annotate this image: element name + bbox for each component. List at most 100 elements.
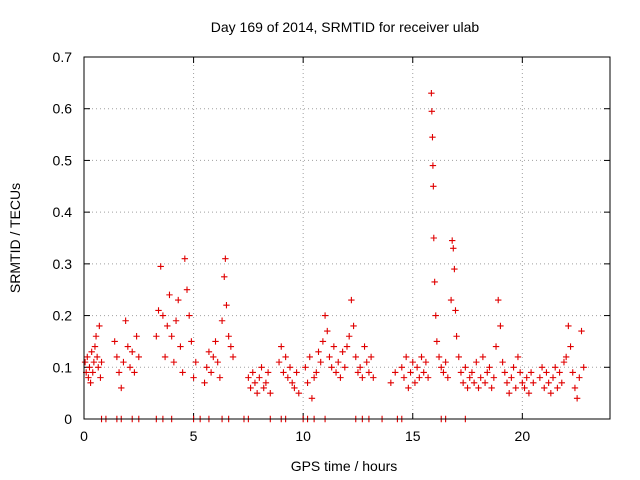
- data-point: [407, 369, 414, 376]
- data-point: [356, 364, 364, 371]
- data-point: [96, 322, 103, 330]
- data-point: [175, 296, 182, 304]
- data-point: [91, 343, 99, 350]
- data-point: [81, 358, 89, 366]
- data-point: [514, 353, 522, 361]
- y-tick-label: 0: [64, 411, 72, 427]
- data-point: [449, 237, 456, 244]
- y-tick-label: 0.3: [53, 256, 73, 272]
- data-point: [505, 389, 513, 397]
- data-point: [523, 374, 530, 381]
- data-point: [387, 379, 395, 386]
- data-point: [251, 379, 259, 386]
- data-point: [430, 234, 437, 242]
- data-point: [481, 379, 489, 386]
- data-point: [567, 343, 574, 350]
- data-point: [429, 162, 437, 169]
- data-point: [170, 358, 178, 366]
- x-tick-label: 5: [190, 428, 198, 444]
- data-point: [90, 358, 98, 366]
- data-point: [223, 302, 230, 309]
- data-point: [280, 369, 287, 376]
- data-point: [541, 384, 548, 392]
- data-point: [284, 374, 292, 381]
- data-point: [442, 358, 449, 366]
- data-point: [335, 358, 342, 366]
- data-point: [227, 343, 235, 350]
- data-point: [543, 369, 550, 376]
- data-point: [84, 353, 91, 361]
- data-point: [304, 379, 311, 386]
- data-point: [210, 353, 217, 361]
- data-point: [214, 358, 221, 366]
- data-point: [245, 374, 252, 381]
- data-point: [569, 369, 576, 376]
- data-point: [554, 384, 561, 392]
- data-point: [512, 384, 519, 392]
- data-point: [428, 90, 435, 97]
- y-tick-label: 0.1: [53, 359, 73, 375]
- data-point: [345, 333, 353, 340]
- data-point: [310, 374, 318, 381]
- data-point: [571, 384, 579, 392]
- data-point: [286, 364, 294, 371]
- data-point: [578, 327, 585, 335]
- data-point: [118, 384, 125, 392]
- data-point: [168, 333, 175, 340]
- data-point: [212, 338, 219, 345]
- data-point: [341, 364, 349, 371]
- data-point: [186, 312, 193, 319]
- data-point: [479, 353, 487, 361]
- data-point: [457, 369, 465, 376]
- data-point: [510, 364, 517, 371]
- data-point: [549, 374, 557, 381]
- data-point: [122, 317, 129, 324]
- data-points: [81, 90, 587, 423]
- data-point: [315, 348, 322, 355]
- data-point: [492, 343, 500, 350]
- data-point: [370, 374, 377, 381]
- data-point: [258, 364, 265, 371]
- data-point: [418, 353, 425, 361]
- data-point: [205, 348, 213, 355]
- data-point: [354, 369, 362, 376]
- data-point: [221, 273, 228, 280]
- data-point: [126, 364, 134, 371]
- data-point: [225, 333, 232, 340]
- chart-title: Day 169 of 2014, SRMTID for receiver ula…: [211, 19, 480, 35]
- data-point: [468, 369, 476, 376]
- data-point: [497, 322, 504, 330]
- data-point: [87, 379, 94, 386]
- data-point: [392, 369, 399, 376]
- data-point: [120, 358, 127, 366]
- data-point: [453, 333, 460, 340]
- data-point: [547, 389, 555, 397]
- data-point: [455, 353, 462, 361]
- y-tick-label: 0.2: [53, 308, 73, 324]
- data-point: [405, 384, 412, 392]
- data-point: [519, 379, 526, 386]
- data-point: [438, 364, 445, 371]
- data-point: [289, 379, 296, 386]
- data-point: [190, 374, 197, 381]
- data-point: [470, 379, 478, 386]
- grid: [84, 57, 610, 419]
- data-point: [337, 374, 344, 381]
- data-point: [350, 322, 357, 330]
- plot-frame: [83, 56, 611, 420]
- data-point: [552, 364, 559, 371]
- data-point: [516, 369, 524, 376]
- data-point: [422, 358, 430, 366]
- data-point: [558, 379, 565, 386]
- data-point: [429, 133, 436, 141]
- data-point: [565, 322, 572, 330]
- x-tick-label: 15: [405, 428, 421, 444]
- data-point: [503, 379, 511, 386]
- data-point: [560, 358, 568, 366]
- data-point: [155, 307, 162, 314]
- x-tick-label: 10: [295, 428, 311, 444]
- data-point: [131, 369, 138, 376]
- data-point: [521, 384, 528, 392]
- y-tick-label: 0.6: [53, 101, 73, 117]
- data-point: [161, 353, 169, 361]
